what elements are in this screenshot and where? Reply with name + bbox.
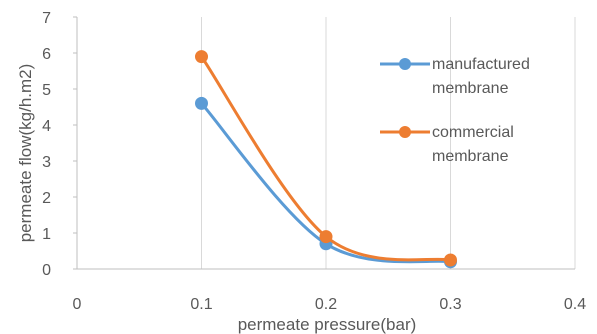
data-point xyxy=(195,96,208,110)
y-tick-label: 0 xyxy=(42,262,51,279)
y-tick-label: 6 xyxy=(42,46,51,63)
legend-label-2: membrane xyxy=(432,148,509,165)
legend-marker-1 xyxy=(399,58,411,70)
y-tick-label: 4 xyxy=(42,118,51,135)
gridlines xyxy=(201,17,576,269)
legend-marker-2 xyxy=(399,126,411,138)
axes xyxy=(73,16,575,270)
x-tick-labels: 0 0.1 0.2 0.3 0.4 xyxy=(73,296,587,313)
y-tick-label: 1 xyxy=(42,226,51,243)
y-tick-labels: 0 1 2 3 4 5 6 7 xyxy=(42,10,51,279)
data-point xyxy=(444,253,457,267)
legend-label-1: membrane xyxy=(432,80,509,97)
x-tick-label: 0.1 xyxy=(190,296,212,313)
x-tick-label: 0.2 xyxy=(315,296,337,313)
legend-label-2: commercial xyxy=(432,124,514,141)
x-tick-label: 0.3 xyxy=(439,296,461,313)
x-axis-title: permeate pressure(bar) xyxy=(238,315,417,334)
x-tick-label: 0 xyxy=(73,296,82,313)
y-tick-label: 5 xyxy=(42,82,51,99)
data-point xyxy=(319,230,333,244)
x-tick-label: 0.4 xyxy=(564,296,586,313)
data-point xyxy=(195,50,208,64)
y-tick-label: 2 xyxy=(42,190,51,207)
series-group xyxy=(195,50,457,269)
y-tick-label: 7 xyxy=(42,10,51,27)
legend: manufactured membrane commercial membrane xyxy=(380,56,530,165)
y-tick-label: 3 xyxy=(42,154,51,171)
y-axis-title: permeate flow(kg/h.m2) xyxy=(16,64,35,243)
legend-label-1: manufactured xyxy=(432,56,530,73)
